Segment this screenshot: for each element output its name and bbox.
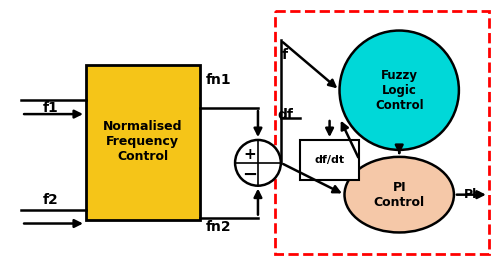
Text: fn2: fn2 xyxy=(206,220,231,235)
Text: Normalised
Frequency
Control: Normalised Frequency Control xyxy=(103,120,182,163)
Circle shape xyxy=(340,31,459,150)
Circle shape xyxy=(235,140,281,186)
Text: df/dt: df/dt xyxy=(314,155,344,165)
Text: PI
Control: PI Control xyxy=(374,181,425,209)
Text: fn1: fn1 xyxy=(206,73,231,87)
Text: Fuzzy
Logic
Control: Fuzzy Logic Control xyxy=(375,69,424,112)
Bar xyxy=(275,11,488,254)
Text: f2: f2 xyxy=(43,193,59,207)
Ellipse shape xyxy=(344,157,454,232)
Text: f1: f1 xyxy=(43,101,59,115)
Bar xyxy=(300,140,360,180)
Text: Pb: Pb xyxy=(464,188,482,201)
Text: df: df xyxy=(277,108,293,122)
Text: +: + xyxy=(244,147,256,162)
Text: f: f xyxy=(282,48,288,62)
Text: −: − xyxy=(242,166,258,184)
Bar xyxy=(86,65,200,220)
